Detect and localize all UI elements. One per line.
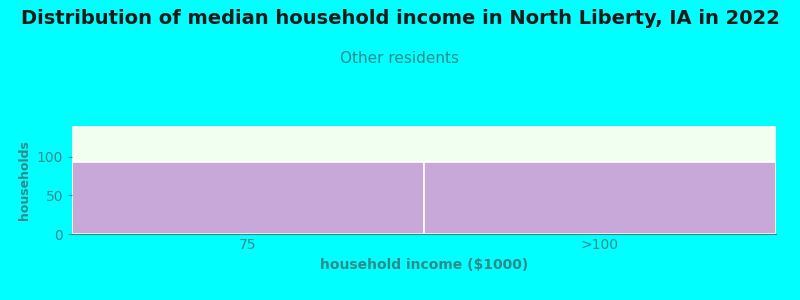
Text: Other residents: Other residents bbox=[341, 51, 459, 66]
Y-axis label: households: households bbox=[18, 140, 31, 220]
Bar bbox=[424, 162, 776, 234]
Bar bbox=[72, 162, 424, 234]
X-axis label: household income ($1000): household income ($1000) bbox=[320, 258, 528, 272]
Text: Distribution of median household income in North Liberty, IA in 2022: Distribution of median household income … bbox=[21, 9, 779, 28]
